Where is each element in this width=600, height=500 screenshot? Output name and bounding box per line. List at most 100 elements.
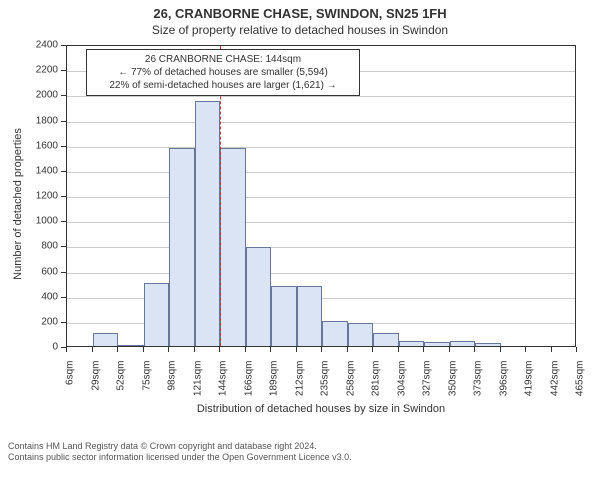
annotation-line: 22% of semi-detached houses are larger (… [93,79,353,92]
histogram-bar [450,341,476,346]
xtick-mark [372,347,373,352]
ytick-label: 2000 [0,90,58,101]
xtick-label: 281sqm [371,361,382,397]
footer-line-1: Contains HM Land Registry data © Crown c… [8,441,592,452]
xtick-label: 304sqm [396,361,407,397]
ytick-mark [61,221,66,222]
histogram-bar [475,343,501,346]
xtick-mark [117,347,118,352]
xtick-mark [296,347,297,352]
xtick-label: 189sqm [269,361,280,397]
xtick-label: 166sqm [243,361,254,397]
ytick-label: 1000 [0,216,58,227]
xtick-mark [66,347,67,352]
xtick-label: 144sqm [218,361,229,397]
xtick-mark [474,347,475,352]
ytick-label: 600 [0,266,58,277]
histogram-chart: 26 CRANBORNE CHASE: 144sqm← 77% of detac… [0,37,600,437]
histogram-bar [322,321,348,346]
ytick-mark [61,146,66,147]
gridline [67,273,575,274]
histogram-bar [297,286,323,346]
xtick-label: 52sqm [116,361,127,391]
gridline [67,122,575,123]
histogram-bar [399,341,425,346]
ytick-label: 1200 [0,191,58,202]
xtick-label: 396sqm [498,361,509,397]
xtick-mark [347,347,348,352]
ytick-label: 1800 [0,115,58,126]
histogram-bar [424,342,450,346]
ytick-mark [61,70,66,71]
xtick-label: 258sqm [345,361,356,397]
ytick-label: 200 [0,316,58,327]
histogram-bar [348,323,374,346]
histogram-bar [271,286,297,346]
histogram-bar [220,148,246,346]
ytick-mark [61,95,66,96]
xtick-label: 121sqm [192,361,203,397]
xtick-label: 212sqm [294,361,305,397]
ytick-label: 1600 [0,140,58,151]
ytick-label: 400 [0,291,58,302]
ytick-label: 2200 [0,65,58,76]
xtick-mark [525,347,526,352]
ytick-mark [61,322,66,323]
xtick-label: 98sqm [167,361,178,391]
histogram-bar [373,333,399,346]
ytick-label: 1400 [0,165,58,176]
footer-line-2: Contains public sector information licen… [8,452,592,463]
xtick-mark [219,347,220,352]
xtick-mark [551,347,552,352]
xtick-mark [143,347,144,352]
xtick-mark [398,347,399,352]
histogram-bar [169,148,195,346]
xtick-label: 75sqm [141,361,152,391]
histogram-bar [246,247,272,346]
page-subtitle: Size of property relative to detached ho… [0,21,600,37]
ytick-mark [61,196,66,197]
ytick-mark [61,45,66,46]
gridline [67,197,575,198]
xtick-label: 6sqm [65,361,76,385]
ytick-label: 2400 [0,40,58,51]
xtick-mark [245,347,246,352]
xtick-mark [576,347,577,352]
gridline [67,247,575,248]
xtick-label: 350sqm [447,361,458,397]
footer: Contains HM Land Registry data © Crown c… [0,437,600,464]
xtick-label: 465sqm [575,361,586,397]
xtick-mark [92,347,93,352]
histogram-bar [93,333,119,346]
xtick-mark [449,347,450,352]
ytick-label: 800 [0,241,58,252]
xtick-mark [270,347,271,352]
histogram-bar [195,101,221,346]
xtick-mark [500,347,501,352]
annotation-line: ← 77% of detached houses are smaller (5,… [93,66,353,79]
annotation-box: 26 CRANBORNE CHASE: 144sqm← 77% of detac… [86,49,360,96]
xtick-label: 442sqm [549,361,560,397]
xtick-mark [168,347,169,352]
xtick-label: 235sqm [320,361,331,397]
ytick-mark [61,121,66,122]
xtick-mark [194,347,195,352]
xtick-label: 327sqm [422,361,433,397]
histogram-bar [144,283,170,346]
xtick-label: 419sqm [524,361,535,397]
gridline [67,222,575,223]
gridline [67,172,575,173]
gridline [67,147,575,148]
ytick-label: 0 [0,342,58,353]
xtick-mark [321,347,322,352]
histogram-bar [118,345,144,346]
ytick-mark [61,297,66,298]
ytick-mark [61,171,66,172]
xtick-label: 29sqm [90,361,101,391]
xtick-label: 373sqm [473,361,484,397]
gridline [67,96,575,97]
ytick-mark [61,272,66,273]
ytick-mark [61,246,66,247]
x-axis-label: Distribution of detached houses by size … [197,403,445,415]
page-title: 26, CRANBORNE CHASE, SWINDON, SN25 1FH [0,0,600,21]
